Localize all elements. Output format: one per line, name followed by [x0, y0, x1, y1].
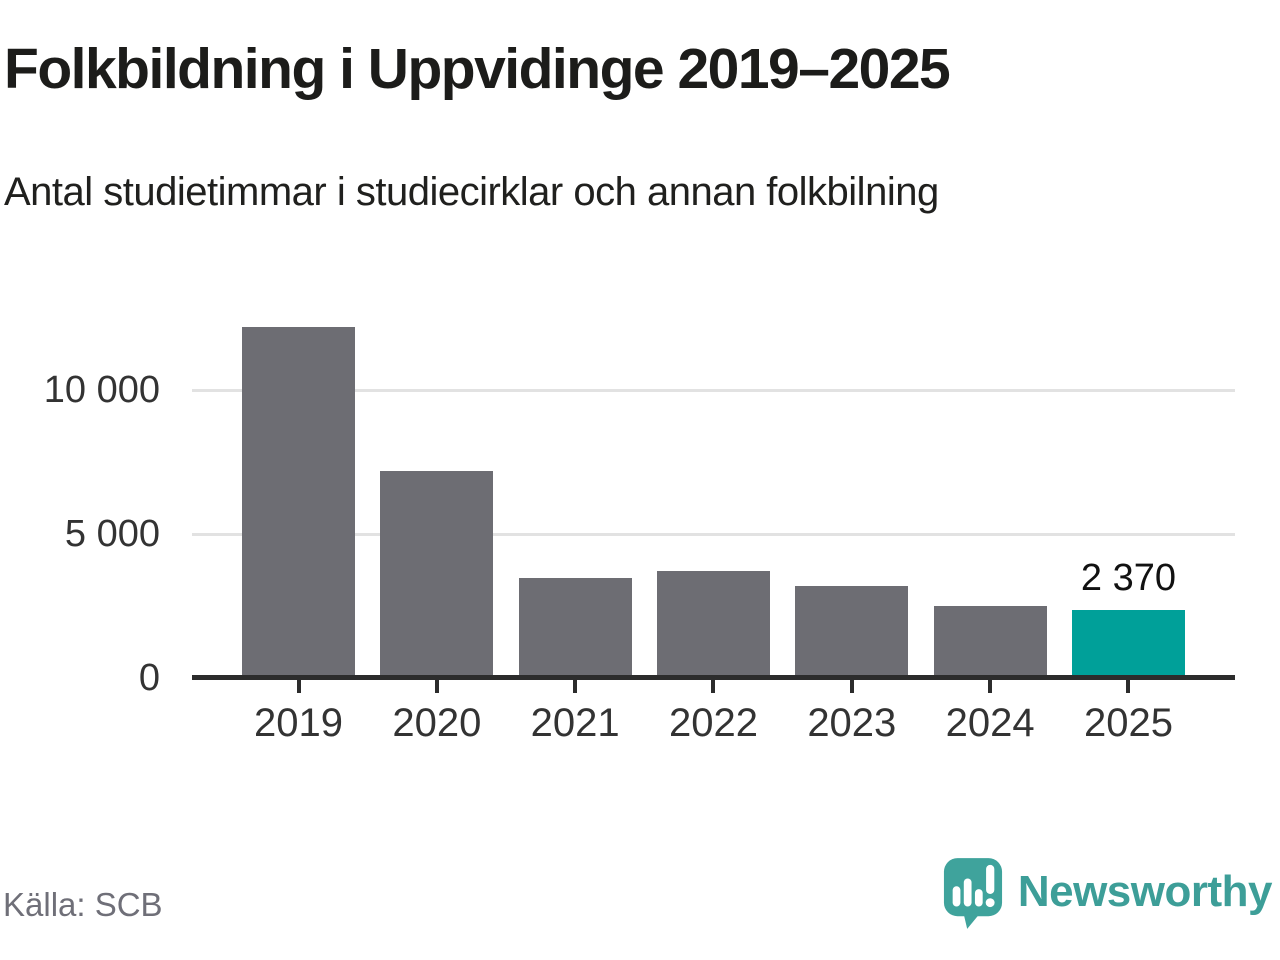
x-axis-line [192, 675, 1235, 680]
x-tick-2020 [434, 680, 439, 693]
x-tick-2025 [1126, 680, 1131, 693]
x-tick-2021 [573, 680, 578, 693]
x-tick-2024 [988, 680, 993, 693]
chart-title: Folkbildning i Uppvidinge 2019–2025 [4, 37, 951, 101]
bar-2019 [242, 327, 355, 678]
x-axis-label-2022: 2022 [668, 701, 758, 745]
bar-value-label-2025: 2 370 [1080, 557, 1177, 599]
newsworthy-logo-icon [943, 858, 1002, 929]
x-tick-2019 [296, 680, 301, 693]
bar-2025 [1072, 610, 1185, 678]
x-axis-label-2019: 2019 [254, 701, 343, 745]
y-gridline-10000 [192, 388, 1235, 392]
chart-subtitle: Antal studietimmar i studiecirklar och a… [4, 170, 939, 214]
y-axis-label-0: 0 [138, 657, 160, 699]
newsworthy-logo: Newsworthy [942, 854, 1273, 930]
bar-2020 [380, 471, 493, 678]
x-axis-label-2020: 2020 [392, 701, 482, 745]
bar-2022 [657, 571, 770, 678]
y-axis-label-5000: 5 000 [64, 513, 160, 555]
source-note: Källa: SCB [3, 886, 163, 923]
bar-2021 [519, 578, 632, 678]
x-axis-label-2024: 2024 [945, 701, 1035, 745]
bar-2023 [795, 586, 908, 678]
x-tick-2022 [711, 680, 716, 693]
newsworthy-wordmark: Newsworthy [1017, 867, 1273, 916]
x-axis-label-2021: 2021 [530, 701, 620, 745]
x-axis-label-2025: 2025 [1083, 701, 1173, 745]
x-axis-label-2023: 2023 [807, 701, 897, 745]
y-gridline-5000 [192, 532, 1235, 536]
bar-2024 [934, 606, 1047, 678]
y-axis-label-10000: 10 000 [43, 369, 160, 411]
x-tick-2023 [849, 680, 854, 693]
